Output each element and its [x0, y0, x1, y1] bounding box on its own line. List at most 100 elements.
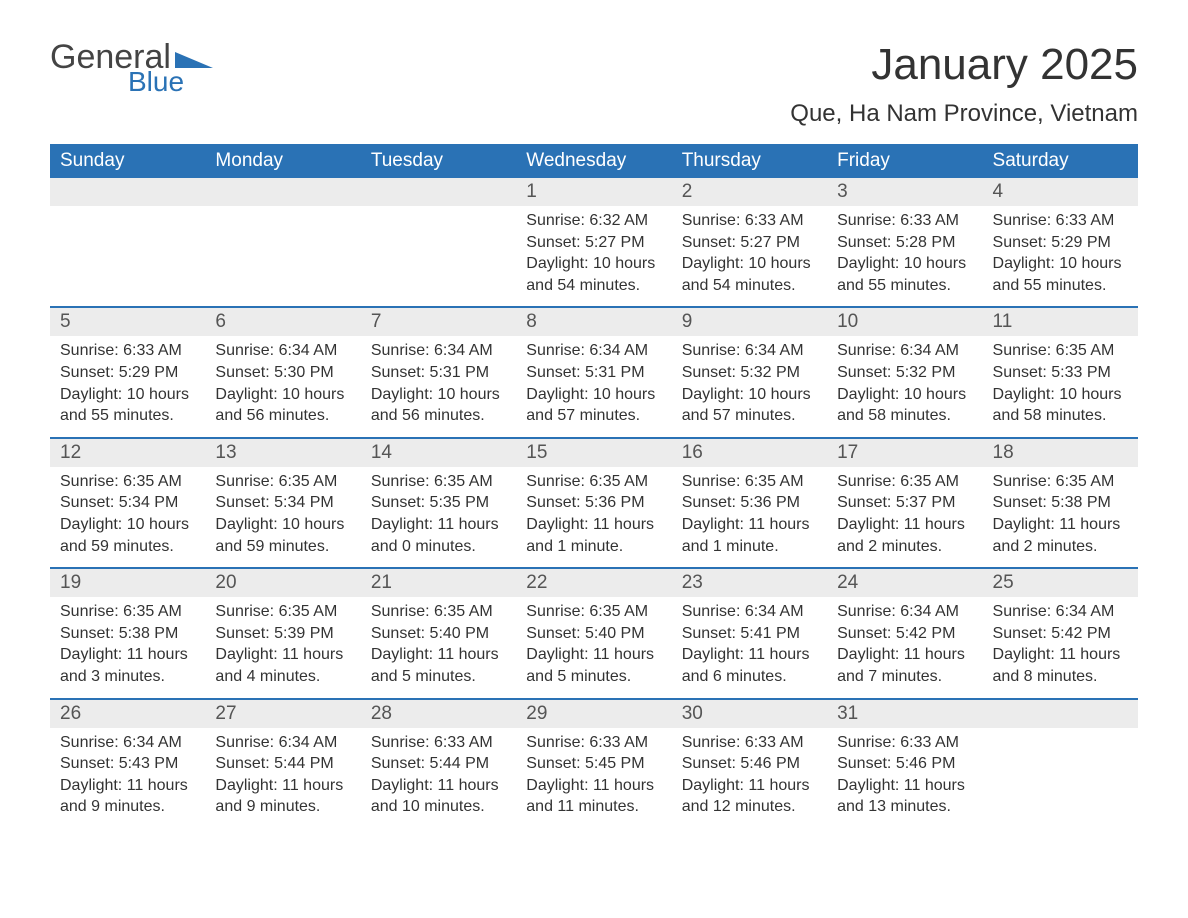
calendar-day-cell: 21Sunrise: 6:35 AMSunset: 5:40 PMDayligh… — [361, 567, 516, 697]
sunrise-text: Sunrise: 6:33 AM — [682, 210, 817, 232]
logo-triangle-icon — [175, 46, 213, 68]
day-number: 17 — [827, 437, 982, 467]
daylight-text: Daylight: 10 hours and 58 minutes. — [993, 384, 1128, 427]
sunset-text: Sunset: 5:34 PM — [60, 492, 195, 514]
sunrise-text: Sunrise: 6:35 AM — [993, 340, 1128, 362]
calendar-day-cell: 8Sunrise: 6:34 AMSunset: 5:31 PMDaylight… — [516, 306, 671, 436]
calendar-day-cell: 18Sunrise: 6:35 AMSunset: 5:38 PMDayligh… — [983, 437, 1138, 567]
day-number: 16 — [672, 437, 827, 467]
daylight-text: Daylight: 11 hours and 9 minutes. — [60, 775, 195, 818]
sunset-text: Sunset: 5:36 PM — [682, 492, 817, 514]
sunrise-text: Sunrise: 6:32 AM — [526, 210, 661, 232]
daylight-text: Daylight: 10 hours and 57 minutes. — [682, 384, 817, 427]
sunrise-text: Sunrise: 6:35 AM — [215, 471, 350, 493]
sunrise-text: Sunrise: 6:35 AM — [993, 471, 1128, 493]
sunset-text: Sunset: 5:38 PM — [993, 492, 1128, 514]
day-content: Sunrise: 6:35 AMSunset: 5:38 PMDaylight:… — [983, 467, 1138, 567]
day-number: 20 — [205, 567, 360, 597]
day-content: Sunrise: 6:35 AMSunset: 5:36 PMDaylight:… — [672, 467, 827, 567]
sunrise-text: Sunrise: 6:34 AM — [837, 601, 972, 623]
daylight-text: Daylight: 11 hours and 2 minutes. — [993, 514, 1128, 557]
daylight-text: Daylight: 10 hours and 59 minutes. — [60, 514, 195, 557]
day-number: 5 — [50, 306, 205, 336]
day-number: 27 — [205, 698, 360, 728]
day-number: 24 — [827, 567, 982, 597]
sunset-text: Sunset: 5:32 PM — [837, 362, 972, 384]
sunrise-text: Sunrise: 6:33 AM — [371, 732, 506, 754]
calendar-header-row: SundayMondayTuesdayWednesdayThursdayFrid… — [50, 144, 1138, 178]
day-number: 26 — [50, 698, 205, 728]
day-content: Sunrise: 6:34 AMSunset: 5:43 PMDaylight:… — [50, 728, 205, 828]
day-number: 4 — [983, 178, 1138, 206]
day-number: 10 — [827, 306, 982, 336]
day-content: Sunrise: 6:35 AMSunset: 5:34 PMDaylight:… — [50, 467, 205, 567]
sunrise-text: Sunrise: 6:33 AM — [837, 732, 972, 754]
sunrise-text: Sunrise: 6:34 AM — [60, 732, 195, 754]
sunset-text: Sunset: 5:30 PM — [215, 362, 350, 384]
day-number: 30 — [672, 698, 827, 728]
daylight-text: Daylight: 11 hours and 2 minutes. — [837, 514, 972, 557]
day-number: 3 — [827, 178, 982, 206]
daylight-text: Daylight: 11 hours and 7 minutes. — [837, 644, 972, 687]
calendar-day-cell: 4Sunrise: 6:33 AMSunset: 5:29 PMDaylight… — [983, 178, 1138, 306]
sunrise-text: Sunrise: 6:35 AM — [526, 601, 661, 623]
daylight-text: Daylight: 11 hours and 5 minutes. — [371, 644, 506, 687]
sunrise-text: Sunrise: 6:33 AM — [526, 732, 661, 754]
day-content: Sunrise: 6:34 AMSunset: 5:30 PMDaylight:… — [205, 336, 360, 436]
sunset-text: Sunset: 5:40 PM — [371, 623, 506, 645]
sunrise-text: Sunrise: 6:35 AM — [682, 471, 817, 493]
calendar-day-cell: 2Sunrise: 6:33 AMSunset: 5:27 PMDaylight… — [672, 178, 827, 306]
header-row: General Blue January 2025 — [50, 40, 1138, 96]
sunset-text: Sunset: 5:46 PM — [682, 753, 817, 775]
sunrise-text: Sunrise: 6:35 AM — [371, 601, 506, 623]
sunset-text: Sunset: 5:44 PM — [215, 753, 350, 775]
daylight-text: Daylight: 11 hours and 6 minutes. — [682, 644, 817, 687]
calendar-day-cell — [983, 698, 1138, 828]
day-number: 29 — [516, 698, 671, 728]
sunset-text: Sunset: 5:29 PM — [60, 362, 195, 384]
daylight-text: Daylight: 11 hours and 0 minutes. — [371, 514, 506, 557]
day-number: 13 — [205, 437, 360, 467]
sunset-text: Sunset: 5:42 PM — [993, 623, 1128, 645]
sunset-text: Sunset: 5:28 PM — [837, 232, 972, 254]
day-content: Sunrise: 6:33 AMSunset: 5:44 PMDaylight:… — [361, 728, 516, 828]
sunrise-text: Sunrise: 6:34 AM — [837, 340, 972, 362]
day-content: Sunrise: 6:33 AMSunset: 5:28 PMDaylight:… — [827, 206, 982, 306]
daylight-text: Daylight: 11 hours and 10 minutes. — [371, 775, 506, 818]
sunset-text: Sunset: 5:41 PM — [682, 623, 817, 645]
day-content: Sunrise: 6:34 AMSunset: 5:42 PMDaylight:… — [983, 597, 1138, 697]
calendar-day-cell: 22Sunrise: 6:35 AMSunset: 5:40 PMDayligh… — [516, 567, 671, 697]
daylight-text: Daylight: 11 hours and 1 minute. — [682, 514, 817, 557]
sunrise-text: Sunrise: 6:33 AM — [993, 210, 1128, 232]
sunset-text: Sunset: 5:27 PM — [682, 232, 817, 254]
daylight-text: Daylight: 11 hours and 1 minute. — [526, 514, 661, 557]
sunset-text: Sunset: 5:27 PM — [526, 232, 661, 254]
daylight-text: Daylight: 10 hours and 55 minutes. — [993, 253, 1128, 296]
day-content: Sunrise: 6:35 AMSunset: 5:40 PMDaylight:… — [361, 597, 516, 697]
day-number: 12 — [50, 437, 205, 467]
daylight-text: Daylight: 10 hours and 57 minutes. — [526, 384, 661, 427]
day-content: Sunrise: 6:32 AMSunset: 5:27 PMDaylight:… — [516, 206, 671, 306]
day-content: Sunrise: 6:34 AMSunset: 5:31 PMDaylight:… — [516, 336, 671, 436]
daylight-text: Daylight: 10 hours and 55 minutes. — [60, 384, 195, 427]
day-number: 31 — [827, 698, 982, 728]
sunset-text: Sunset: 5:45 PM — [526, 753, 661, 775]
day-content: Sunrise: 6:34 AMSunset: 5:42 PMDaylight:… — [827, 597, 982, 697]
day-content: Sunrise: 6:33 AMSunset: 5:27 PMDaylight:… — [672, 206, 827, 306]
calendar-day-cell: 6Sunrise: 6:34 AMSunset: 5:30 PMDaylight… — [205, 306, 360, 436]
day-content: Sunrise: 6:35 AMSunset: 5:37 PMDaylight:… — [827, 467, 982, 567]
sunrise-text: Sunrise: 6:35 AM — [837, 471, 972, 493]
day-content: Sunrise: 6:33 AMSunset: 5:29 PMDaylight:… — [50, 336, 205, 436]
day-number: 9 — [672, 306, 827, 336]
sunset-text: Sunset: 5:32 PM — [682, 362, 817, 384]
calendar-day-cell: 14Sunrise: 6:35 AMSunset: 5:35 PMDayligh… — [361, 437, 516, 567]
day-content: Sunrise: 6:33 AMSunset: 5:45 PMDaylight:… — [516, 728, 671, 828]
calendar-day-cell: 3Sunrise: 6:33 AMSunset: 5:28 PMDaylight… — [827, 178, 982, 306]
calendar-header-cell: Friday — [827, 144, 982, 178]
calendar-header-cell: Sunday — [50, 144, 205, 178]
sunset-text: Sunset: 5:35 PM — [371, 492, 506, 514]
calendar-day-cell — [50, 178, 205, 306]
day-content: Sunrise: 6:33 AMSunset: 5:46 PMDaylight:… — [672, 728, 827, 828]
sunrise-text: Sunrise: 6:35 AM — [371, 471, 506, 493]
day-content: Sunrise: 6:34 AMSunset: 5:41 PMDaylight:… — [672, 597, 827, 697]
